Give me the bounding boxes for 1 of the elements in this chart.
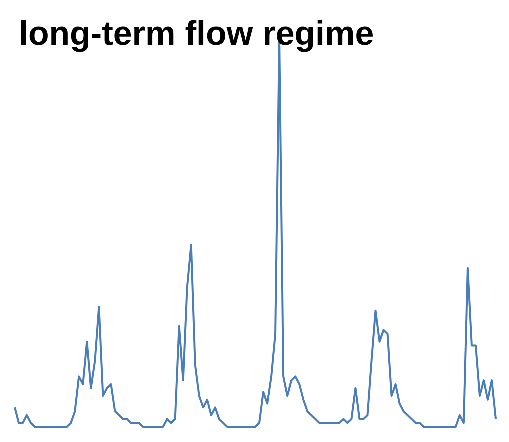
chart-title: long-term flow regime [19,15,374,53]
